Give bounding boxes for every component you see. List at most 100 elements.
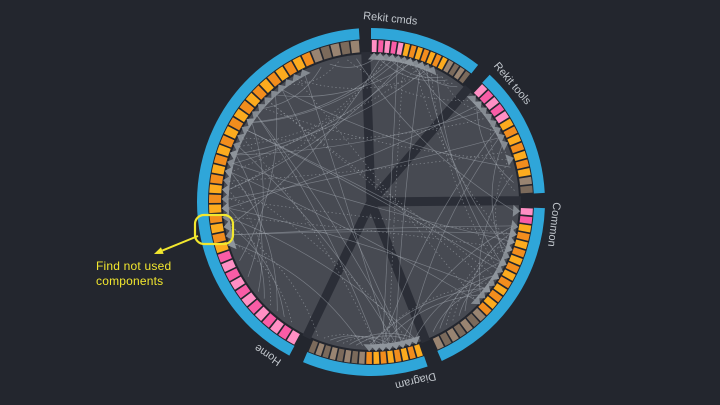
- node-block-home-27[interactable]: [239, 100, 255, 115]
- node-block-home-34[interactable]: [292, 56, 306, 71]
- node-block-diagram-11[interactable]: [336, 348, 345, 362]
- node-block-home-24[interactable]: [224, 126, 239, 139]
- node-block-home-5[interactable]: [248, 299, 263, 314]
- node-block-common-17[interactable]: [453, 323, 466, 338]
- node-block-rekit-tools-10[interactable]: [515, 159, 530, 169]
- node-block-home-18[interactable]: [209, 184, 222, 194]
- node-block-common-10[interactable]: [493, 283, 508, 296]
- node-block-home-22[interactable]: [216, 144, 231, 157]
- node-block-home-20[interactable]: [211, 164, 226, 175]
- node-block-rekit-tools-5[interactable]: [499, 118, 514, 131]
- node-block-common-19[interactable]: [439, 332, 452, 346]
- node-block-diagram-3[interactable]: [393, 349, 402, 363]
- node-block-rekit-tools-8[interactable]: [510, 142, 525, 154]
- node-block-home-35[interactable]: [301, 52, 314, 67]
- node-block-home-40[interactable]: [350, 40, 360, 54]
- node-block-home-13[interactable]: [212, 232, 226, 244]
- node-block-home-14[interactable]: [210, 223, 224, 234]
- node-block-common-14[interactable]: [472, 307, 486, 322]
- node-block-rekit-tools-4[interactable]: [495, 111, 510, 124]
- node-block-home-3[interactable]: [262, 313, 277, 328]
- node-block-common-2[interactable]: [518, 223, 532, 233]
- node-block-rekit-cmds-10[interactable]: [432, 54, 442, 67]
- node-block-home-30[interactable]: [259, 78, 274, 94]
- node-block-rekit-cmds-15[interactable]: [458, 70, 471, 84]
- node-block-home-2[interactable]: [270, 319, 284, 334]
- node-block-rekit-cmds-4[interactable]: [396, 42, 404, 56]
- node-block-home-28[interactable]: [245, 92, 261, 107]
- node-block-diagram-1[interactable]: [407, 346, 416, 360]
- node-block-rekit-cmds-5[interactable]: [402, 43, 411, 57]
- feature-ring-rekit-cmds[interactable]: [370, 28, 479, 74]
- node-block-diagram-0[interactable]: [414, 344, 423, 358]
- node-block-rekit-tools-3[interactable]: [490, 103, 505, 117]
- node-block-common-3[interactable]: [516, 231, 530, 241]
- node-block-common-12[interactable]: [483, 296, 498, 309]
- feature-ring-diagram[interactable]: [303, 352, 428, 376]
- node-block-rekit-tools-13[interactable]: [520, 185, 533, 194]
- node-block-diagram-9[interactable]: [351, 350, 359, 364]
- node-block-home-26[interactable]: [233, 108, 249, 123]
- node-block-common-1[interactable]: [519, 215, 533, 224]
- node-block-common-11[interactable]: [488, 289, 503, 303]
- node-block-rekit-tools-1[interactable]: [479, 90, 494, 104]
- node-block-common-20[interactable]: [432, 335, 444, 350]
- node-block-common-18[interactable]: [446, 328, 459, 342]
- node-block-home-10[interactable]: [221, 259, 236, 273]
- node-block-home-31[interactable]: [267, 72, 282, 87]
- node-block-home-32[interactable]: [275, 66, 289, 81]
- node-block-home-8[interactable]: [230, 276, 245, 290]
- node-block-home-11[interactable]: [217, 250, 232, 263]
- node-block-home-29[interactable]: [252, 85, 267, 100]
- node-block-diagram-2[interactable]: [400, 347, 409, 361]
- node-block-rekit-tools-9[interactable]: [513, 150, 527, 162]
- node-block-rekit-cmds-3[interactable]: [390, 41, 397, 54]
- node-block-diagram-15[interactable]: [308, 340, 319, 354]
- node-block-rekit-tools-7[interactable]: [507, 134, 522, 146]
- node-block-home-37[interactable]: [320, 45, 332, 60]
- node-block-common-16[interactable]: [460, 318, 473, 333]
- node-block-common-6[interactable]: [509, 254, 523, 266]
- node-block-home-23[interactable]: [220, 135, 235, 148]
- node-block-common-15[interactable]: [466, 313, 480, 327]
- node-block-rekit-cmds-8[interactable]: [420, 49, 430, 63]
- node-block-home-25[interactable]: [228, 117, 244, 131]
- node-block-home-1[interactable]: [278, 324, 292, 340]
- node-block-diagram-10[interactable]: [344, 349, 352, 363]
- node-block-rekit-tools-11[interactable]: [517, 167, 531, 178]
- node-block-home-9[interactable]: [225, 268, 241, 282]
- feature-ring-common[interactable]: [437, 207, 545, 361]
- node-block-rekit-tools-2[interactable]: [485, 96, 499, 110]
- node-block-common-13[interactable]: [478, 302, 492, 316]
- node-block-diagram-13[interactable]: [322, 345, 332, 359]
- node-block-home-39[interactable]: [340, 41, 351, 55]
- node-block-home-4[interactable]: [254, 306, 270, 321]
- node-block-rekit-cmds-9[interactable]: [426, 51, 436, 65]
- node-block-home-36[interactable]: [310, 48, 323, 63]
- node-block-common-9[interactable]: [497, 276, 512, 289]
- feature-ring-rekit-tools[interactable]: [482, 74, 545, 194]
- node-block-home-33[interactable]: [283, 61, 298, 76]
- node-block-common-4[interactable]: [514, 239, 528, 250]
- node-block-home-7[interactable]: [235, 284, 251, 299]
- node-block-rekit-cmds-6[interactable]: [408, 45, 417, 59]
- node-block-common-8[interactable]: [502, 269, 516, 281]
- node-block-home-38[interactable]: [330, 43, 342, 57]
- feature-ring-home[interactable]: [197, 28, 360, 356]
- node-block-rekit-tools-6[interactable]: [503, 126, 518, 138]
- node-block-home-0[interactable]: [286, 330, 300, 345]
- node-block-common-7[interactable]: [505, 262, 520, 274]
- node-block-diagram-12[interactable]: [329, 347, 338, 360]
- node-block-rekit-cmds-12[interactable]: [443, 60, 454, 73]
- node-block-rekit-tools-0[interactable]: [473, 84, 488, 98]
- node-block-rekit-cmds-14[interactable]: [453, 66, 465, 80]
- node-block-home-19[interactable]: [210, 174, 224, 185]
- node-block-diagram-4[interactable]: [387, 350, 395, 364]
- node-block-rekit-cmds-7[interactable]: [414, 47, 423, 60]
- node-block-home-21[interactable]: [213, 154, 228, 166]
- node-block-home-6[interactable]: [241, 292, 257, 307]
- node-block-rekit-cmds-11[interactable]: [437, 56, 448, 70]
- node-block-rekit-cmds-13[interactable]: [448, 63, 460, 77]
- node-block-common-5[interactable]: [511, 247, 526, 258]
